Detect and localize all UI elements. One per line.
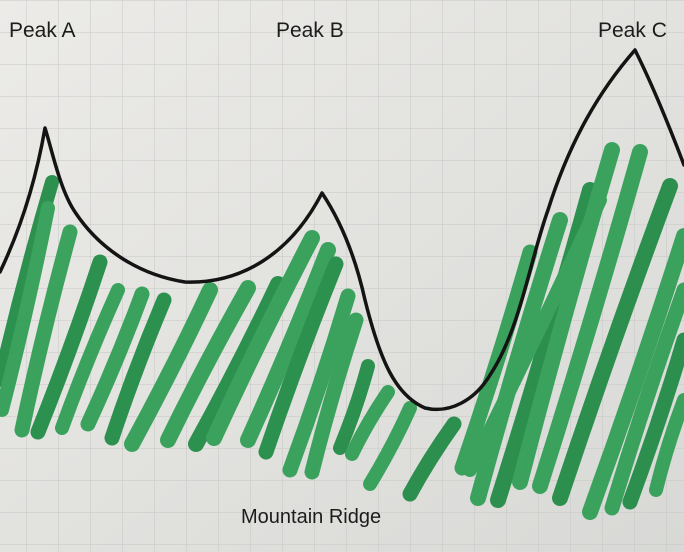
hatch-stroke	[532, 144, 648, 494]
peak-c-label: Peak C	[598, 19, 667, 42]
hatch-stroke	[552, 178, 678, 506]
mountain-ridge-caption: Mountain Ridge	[241, 506, 382, 528]
hatch-stroke	[582, 228, 684, 520]
hatch-stroke	[0, 201, 55, 417]
hatch-stroke	[363, 401, 417, 491]
hatch-stroke	[104, 292, 172, 446]
hatch-stroke	[622, 332, 684, 510]
peak-a-label: Peak A	[9, 19, 76, 42]
hatch-stroke	[14, 224, 78, 438]
ridge-outline	[0, 48, 684, 412]
hatch-stroke	[304, 312, 364, 480]
hatch-stroke	[604, 282, 684, 516]
hatch-stroke	[80, 286, 150, 432]
hatch-stroke	[55, 283, 125, 435]
hatch-stroke	[124, 282, 218, 452]
hatch-stroke	[282, 288, 356, 478]
hatch-stroke	[30, 254, 108, 440]
hatch-stroke	[463, 193, 607, 477]
hatch-stroke	[402, 416, 462, 502]
hatch-stroke	[240, 242, 336, 448]
hatch-stroke	[188, 276, 286, 452]
hatch-stroke	[333, 359, 375, 455]
hatch-stroke	[649, 393, 684, 497]
hatch-stroke	[206, 230, 320, 446]
hatch-stroke	[345, 385, 395, 461]
hatch-stroke	[160, 280, 256, 448]
green-hatching	[0, 142, 684, 520]
peak-b-label: Peak B	[276, 19, 344, 42]
hatch-stroke	[258, 256, 344, 460]
